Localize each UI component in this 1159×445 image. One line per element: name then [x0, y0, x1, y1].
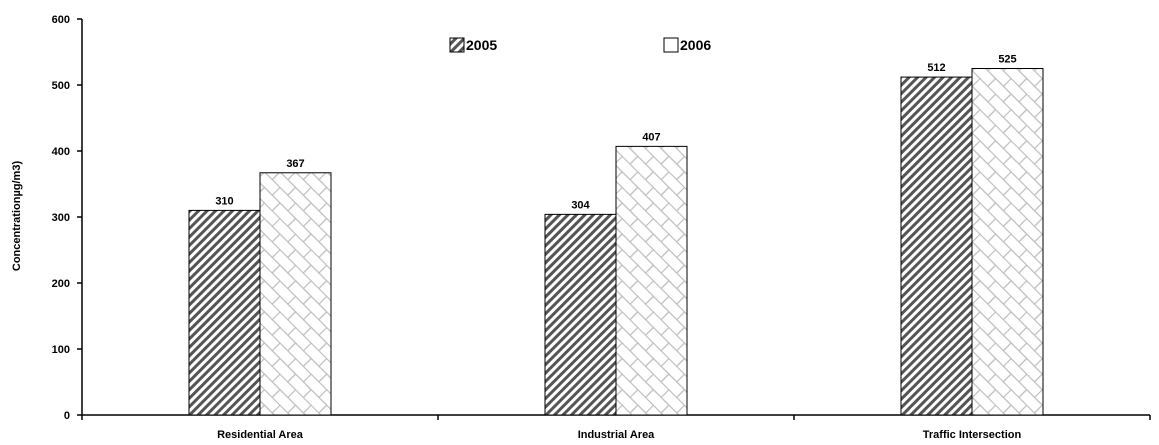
x-tick-label: Traffic Intersection — [923, 429, 1022, 441]
y-axis-title: Concentrationµg/m3) — [11, 161, 23, 272]
data-label: 512 — [927, 62, 945, 74]
bar-2005-2 — [900, 76, 973, 416]
data-label: 310 — [215, 195, 233, 207]
legend-label-2005: 2005 — [466, 37, 497, 53]
bars-group — [188, 68, 1044, 416]
legend: 2005 2006 — [449, 37, 711, 53]
bar-2005-0 — [188, 209, 261, 416]
y-tick-label: 400 — [52, 146, 70, 158]
x-tick-label: Industrial Area — [578, 429, 655, 441]
data-label: 367 — [286, 158, 304, 170]
legend-swatch-2005 — [449, 37, 465, 53]
bar-2006-2 — [971, 68, 1044, 416]
y-tick-label: 500 — [52, 80, 70, 92]
bar-2005-1 — [544, 213, 617, 416]
y-axis: 0 100 200 300 400 500 600 — [52, 14, 83, 422]
y-tick-label: 200 — [52, 278, 70, 290]
data-label: 407 — [642, 131, 660, 143]
bar-2006-0 — [259, 172, 332, 416]
x-axis — [81, 414, 1151, 420]
y-tick-label: 300 — [52, 212, 70, 224]
y-tick-label: 0 — [64, 410, 70, 422]
value-labels-group: 310 367 304 407 512 525 — [215, 54, 1016, 212]
x-tick-label: Residential Area — [217, 429, 304, 441]
legend-label-2006: 2006 — [680, 37, 711, 53]
y-tick-label: 100 — [52, 344, 70, 356]
data-label: 304 — [571, 199, 590, 211]
data-label: 525 — [998, 54, 1016, 66]
y-tick-label: 600 — [52, 14, 70, 26]
legend-swatch-2006 — [663, 37, 679, 53]
category-labels-group: Residential Area Industrial Area Traffic I… — [217, 429, 1021, 441]
bar-2006-1 — [615, 145, 688, 416]
